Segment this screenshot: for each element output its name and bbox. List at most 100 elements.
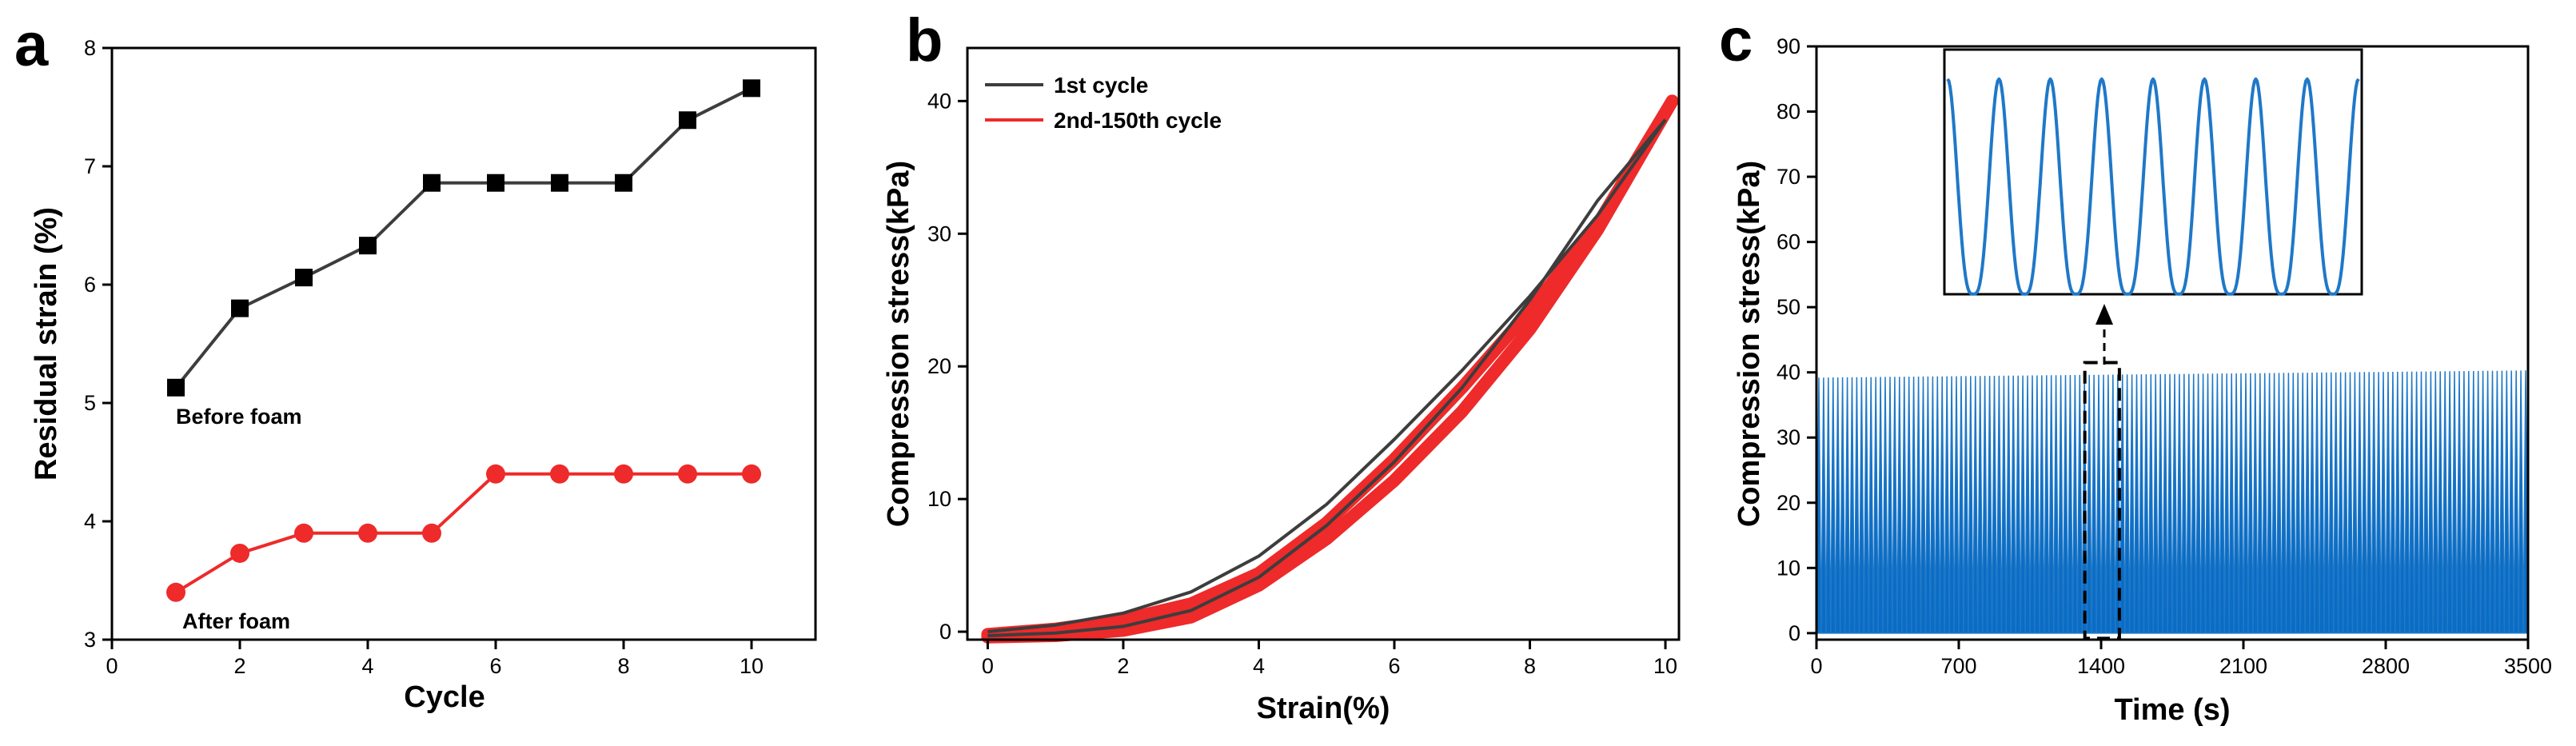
panel-c-y-tick-label: 50 bbox=[1776, 295, 1800, 319]
before-foam-point bbox=[231, 299, 249, 317]
panel-b-x-axis-title: Strain(%) bbox=[1257, 692, 1390, 725]
panel-b-y-tick-label: 40 bbox=[927, 89, 951, 113]
panel-a-x-axis-title: Cycle bbox=[404, 680, 484, 714]
after-foam-point bbox=[742, 464, 761, 484]
after-foam-point bbox=[166, 582, 185, 602]
after-foam-label: After foam bbox=[182, 609, 290, 633]
panel-b-x-tick-label: 2 bbox=[1117, 654, 1129, 678]
panel-a-y-ticks: 3 4 5 6 7 8 bbox=[84, 36, 112, 652]
panel-c-x-tick-label: 3500 bbox=[2504, 654, 2552, 678]
panel-b-x-tick-label: 0 bbox=[982, 654, 994, 678]
cyclic-stress-series bbox=[1816, 370, 2529, 634]
panel-c-y-axis-title: Compression stress(kPa) bbox=[1733, 161, 1766, 527]
panel-c-y-ticks: 0 10 20 30 40 50 60 70 80 90 bbox=[1776, 34, 1816, 645]
panel-b-y-tick-label: 10 bbox=[927, 487, 951, 511]
panel-a-y-tick-label: 7 bbox=[84, 154, 96, 178]
panel-a-series-lines bbox=[174, 86, 752, 594]
panel-c-y-tick-label: 60 bbox=[1776, 230, 1800, 254]
panel-c-y-tick-label: 20 bbox=[1776, 491, 1800, 515]
panel-a-letter: a bbox=[14, 11, 49, 79]
panel-b-x-tick-label: 8 bbox=[1524, 654, 1536, 678]
after-foam-point bbox=[230, 543, 249, 563]
panel-a-y-tick-label: 8 bbox=[84, 36, 96, 60]
panel-a-y-axis-title: Residual strain (%) bbox=[30, 207, 63, 481]
panel-c-y-tick-label: 80 bbox=[1776, 100, 1800, 124]
panel-b-letter: b bbox=[906, 6, 943, 74]
panel-b-y-tick-label: 30 bbox=[927, 221, 951, 245]
panel-c-x-tick-label: 0 bbox=[1810, 654, 1822, 678]
panel-c-x-tick-label: 1400 bbox=[2077, 654, 2125, 678]
before-foam-point bbox=[679, 111, 696, 130]
panel-c-y-tick-label: 30 bbox=[1776, 425, 1800, 449]
panel-b-x-ticks: 0 2 4 6 8 10 bbox=[982, 640, 1677, 678]
after-foam-point bbox=[294, 523, 313, 543]
panel-a-x-tick-label: 6 bbox=[489, 654, 501, 678]
panel-b-x-tick-label: 4 bbox=[1253, 654, 1265, 678]
before-foam-point bbox=[295, 269, 313, 287]
panel-a-y-tick-label: 6 bbox=[84, 273, 96, 297]
before-foam-point bbox=[423, 174, 441, 192]
legend-label-1st-cycle: 1st cycle bbox=[1054, 73, 1148, 98]
panel-c-cyclic-area bbox=[1816, 370, 2529, 634]
cycle-1-unloading-curve bbox=[987, 118, 1667, 637]
panel-c-cyclic-stress-chart: c 0 700 1400 2100 2800 3500 0 10 20 30 40 50 60 70 80… bbox=[1719, 6, 2552, 727]
after-foam-point bbox=[678, 464, 697, 484]
panel-a-plot-frame bbox=[110, 46, 817, 641]
before-foam-point bbox=[167, 378, 185, 397]
after-foam-point bbox=[614, 464, 633, 484]
panel-a-x-tick-label: 2 bbox=[233, 654, 245, 678]
panel-c-x-tick-label: 700 bbox=[1940, 654, 1976, 678]
panel-c-x-ticks: 0 700 1400 2100 2800 3500 bbox=[1810, 640, 2552, 678]
before-foam-label: Before foam bbox=[176, 405, 302, 429]
panel-a-markers bbox=[166, 79, 761, 602]
inset-cycle-curve bbox=[1946, 77, 2360, 296]
panel-a-x-tick-label: 8 bbox=[617, 654, 629, 678]
before-foam-point bbox=[615, 174, 632, 192]
after-foam-point bbox=[486, 464, 505, 484]
panel-a-x-tick-label: 0 bbox=[106, 654, 118, 678]
panel-c-y-tick-label: 10 bbox=[1776, 556, 1800, 580]
panel-a-x-tick-label: 4 bbox=[361, 654, 373, 678]
panel-a-x-ticks: 0 2 4 6 8 10 bbox=[106, 640, 764, 678]
panel-b-legend: 1st cycle 2nd-150th cycle bbox=[985, 73, 1222, 133]
legend-label-2nd-150th-cycle: 2nd-150th cycle bbox=[1054, 108, 1222, 133]
panel-a-y-tick-label: 5 bbox=[84, 391, 96, 415]
cycle-2-150-unloading-curve bbox=[981, 94, 1679, 644]
panel-a-x-tick-label: 10 bbox=[740, 654, 764, 678]
after-foam-point bbox=[358, 523, 377, 543]
panel-c-letter: c bbox=[1719, 6, 1753, 74]
panel-b-y-tick-label: 0 bbox=[939, 620, 951, 644]
cycle-1-loading-curve bbox=[987, 118, 1667, 633]
before-foam-line bbox=[174, 86, 752, 389]
panel-c-y-tick-label: 40 bbox=[1776, 361, 1800, 385]
cycle-2-150-loading-curve bbox=[981, 94, 1679, 641]
after-foam-point bbox=[422, 523, 441, 543]
panel-c-x-tick-label: 2800 bbox=[2362, 654, 2410, 678]
zoom-window-box bbox=[2083, 361, 2121, 640]
before-foam-point bbox=[359, 237, 377, 255]
before-foam-point bbox=[487, 174, 504, 192]
panel-c-inset bbox=[1943, 48, 2363, 296]
panel-a-y-tick-label: 3 bbox=[84, 628, 96, 652]
panel-a-y-tick-label: 4 bbox=[84, 509, 96, 533]
panel-b-y-ticks: 0 10 20 30 40 bbox=[927, 89, 967, 644]
panel-c-plot-frame bbox=[1815, 45, 2530, 641]
panel-c-y-tick-label: 0 bbox=[1788, 621, 1800, 645]
panel-c-y-tick-label: 70 bbox=[1776, 165, 1800, 189]
panel-b-plot-frame bbox=[966, 46, 1681, 641]
panel-b-stress-strain-chart: b 0 2 4 6 8 10 0 10 20 30 40 1st cycle 2nd-150th … bbox=[882, 6, 1681, 725]
panel-c-x-tick-label: 2100 bbox=[2219, 654, 2267, 678]
before-foam-point bbox=[551, 174, 568, 192]
panel-b-x-tick-label: 6 bbox=[1388, 654, 1400, 678]
panel-c-y-tick-label: 90 bbox=[1776, 34, 1800, 58]
panel-b-y-axis-title: Compression stress(kPa) bbox=[882, 161, 915, 527]
panel-c-x-axis-title: Time (s) bbox=[2114, 693, 2230, 727]
panel-b-y-tick-label: 20 bbox=[927, 354, 951, 378]
after-foam-line bbox=[174, 472, 752, 594]
panel-b-hysteresis-curves bbox=[981, 94, 1679, 644]
before-foam-point bbox=[743, 79, 760, 98]
after-foam-point bbox=[550, 464, 569, 484]
panel-b-x-tick-label: 10 bbox=[1653, 654, 1677, 678]
